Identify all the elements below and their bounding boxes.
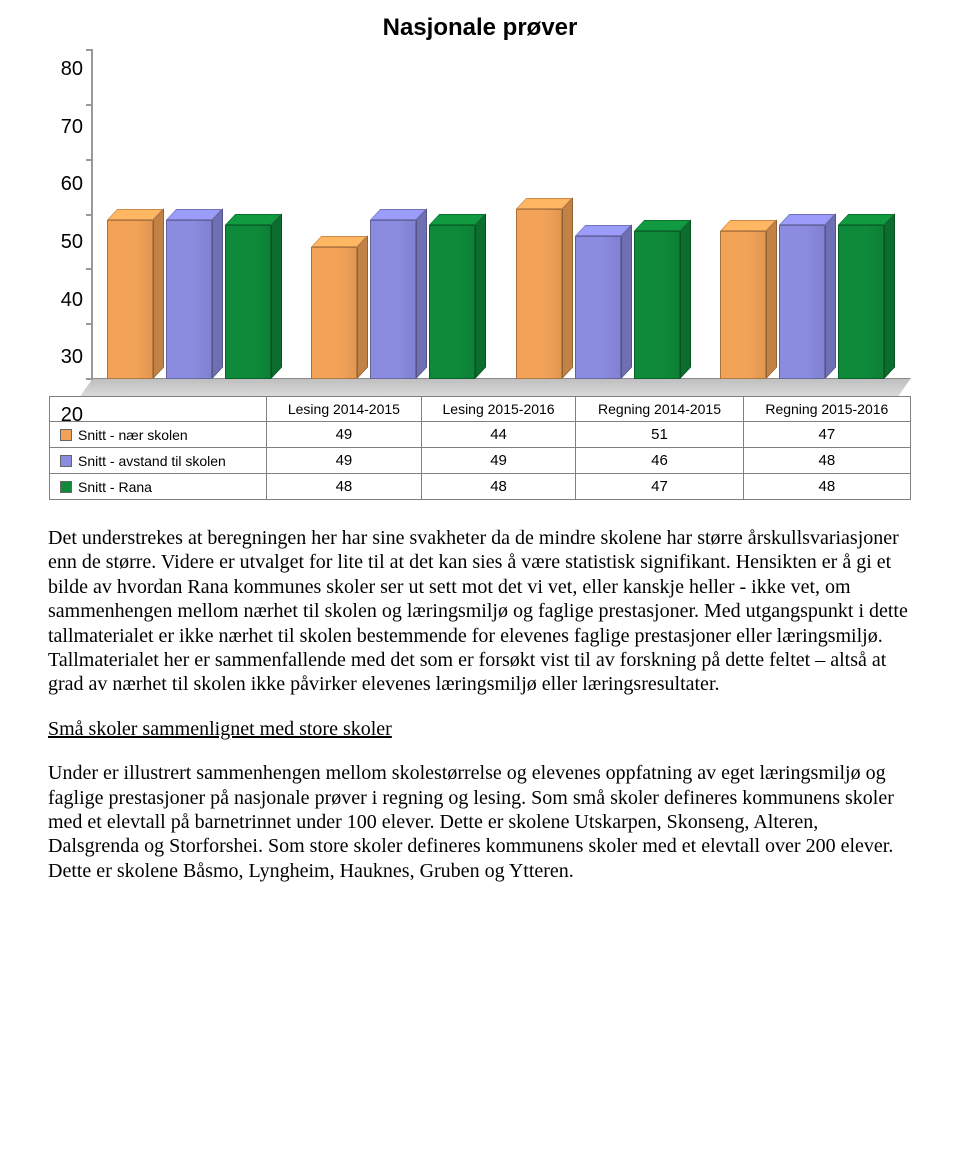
bar — [370, 220, 416, 379]
table-row: Snitt - Rana48484748 — [50, 474, 911, 500]
y-axis-tick-mark — [86, 323, 93, 325]
chart-plot-row: 80706050403020 — [49, 50, 911, 396]
table-cell: 48 — [743, 474, 910, 500]
bar — [311, 247, 357, 379]
paragraph-2: Under er illustrert sammenhengen mellom … — [48, 761, 912, 883]
document-body: Det understrekes at beregningen her har … — [48, 526, 912, 883]
paragraph-1: Det understrekes at beregningen her har … — [48, 526, 912, 697]
legend-swatch — [60, 455, 72, 467]
y-axis-tick-mark — [86, 214, 93, 216]
bar — [634, 231, 680, 379]
y-axis-tick-mark — [86, 378, 93, 380]
table-column-header: Lesing 2015-2016 — [421, 397, 576, 422]
table-cell: 47 — [743, 422, 910, 448]
bar-group — [516, 50, 693, 379]
section-subhead: Små skoler sammenlignet med store skoler — [48, 717, 912, 741]
table-cell: 49 — [267, 448, 422, 474]
series-label-cell: Snitt - avstand til skolen — [50, 448, 267, 474]
table-cell: 48 — [421, 474, 576, 500]
chart-data-table: Lesing 2014-2015Lesing 2015-2016Regning … — [49, 396, 911, 500]
y-axis-tick-mark — [86, 268, 93, 270]
table-row: Snitt - avstand til skolen49494648 — [50, 448, 911, 474]
legend-swatch — [60, 481, 72, 493]
bar — [225, 225, 271, 379]
chart-plot-area — [91, 50, 911, 396]
table-column-header: Regning 2014-2015 — [576, 397, 743, 422]
table-cell: 51 — [576, 422, 743, 448]
bar — [838, 225, 884, 379]
chart-title: Nasjonale prøver — [49, 14, 911, 42]
bar-group — [107, 50, 284, 379]
bar — [720, 231, 766, 379]
chart-y-axis: 80706050403020 — [49, 50, 91, 396]
table-row: Snitt - nær skolen49445147 — [50, 422, 911, 448]
table-cell: 48 — [267, 474, 422, 500]
y-axis-tick-mark — [86, 49, 93, 51]
y-axis-tick-mark — [86, 104, 93, 106]
bar — [779, 225, 825, 379]
table-cell: 49 — [267, 422, 422, 448]
bar — [575, 236, 621, 379]
chart-bar-groups — [93, 50, 911, 379]
table-cell: 46 — [576, 448, 743, 474]
bar-group — [720, 50, 897, 379]
y-axis-tick-mark — [86, 159, 93, 161]
legend-swatch — [60, 429, 72, 441]
table-cell: 48 — [743, 448, 910, 474]
table-column-header: Regning 2015-2016 — [743, 397, 910, 422]
bar — [166, 220, 212, 379]
chart-floor — [80, 378, 911, 396]
table-column-header: Lesing 2014-2015 — [267, 397, 422, 422]
table-cell: 44 — [421, 422, 576, 448]
table-cell: 49 — [421, 448, 576, 474]
table-cell: 47 — [576, 474, 743, 500]
bar — [107, 220, 153, 379]
bar-group — [311, 50, 488, 379]
series-label-cell: Snitt - Rana — [50, 474, 267, 500]
chart-container: Nasjonale prøver 80706050403020 Lesing 2… — [49, 14, 911, 500]
bar — [516, 209, 562, 379]
bar — [429, 225, 475, 379]
